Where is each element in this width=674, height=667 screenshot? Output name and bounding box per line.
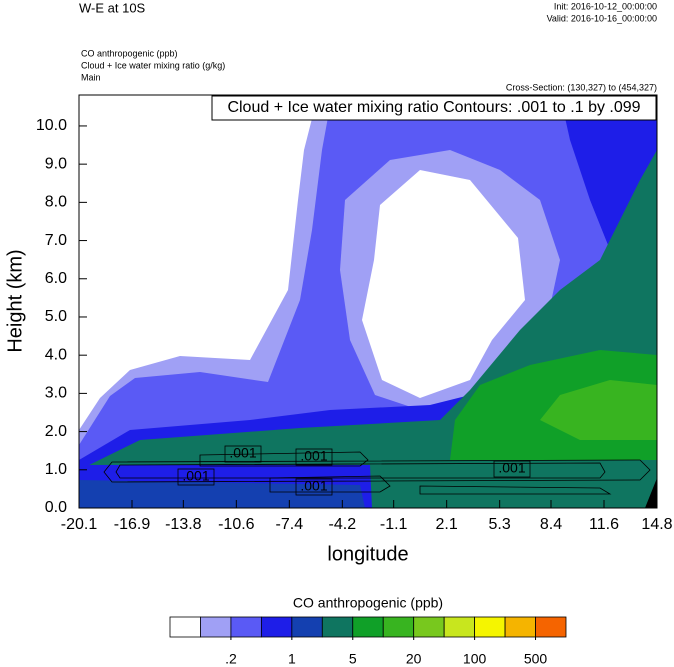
contour-label-box — [224, 445, 262, 463]
y-tick-label: 5.0 — [45, 308, 67, 325]
contour-label-box — [493, 460, 531, 478]
y-tick-label: 6.0 — [45, 270, 67, 287]
colorbar-label: 1 — [288, 651, 296, 667]
colorbar-label: 5 — [349, 651, 357, 667]
colorbar-box — [443, 616, 476, 638]
colorbar-box — [169, 616, 201, 638]
x-tick-label: 2.1 — [436, 516, 458, 533]
contour-label: .001 — [498, 460, 525, 476]
y-tick-label: 9.0 — [45, 155, 67, 172]
contour-label: .001 — [300, 448, 327, 464]
colorbar-box — [260, 616, 293, 638]
colorbar-label: 500 — [524, 651, 548, 667]
contour-label-box — [177, 468, 215, 486]
contour-lines — [103, 451, 651, 495]
x-tick-label: -13.8 — [165, 516, 202, 533]
chart-title: W-E at 10S — [79, 0, 146, 15]
colorbar-box — [382, 616, 415, 638]
colorbar-title: CO anthropogenic (ppb) — [293, 595, 443, 611]
colorbar-box — [321, 616, 354, 638]
colorbar-box — [291, 616, 323, 638]
x-tick-label: -10.6 — [218, 516, 255, 533]
colorbar-box — [413, 616, 445, 638]
colorbar-box — [535, 616, 567, 638]
contour-label: .001 — [300, 478, 327, 494]
y-tick-label: 0.0 — [45, 499, 67, 516]
colorbar-box — [352, 616, 384, 638]
x-tick-label: -1.1 — [380, 516, 408, 533]
x-tick-label: 8.4 — [540, 516, 562, 533]
valid-time: Valid: 2016-10-16_00:00:00 — [547, 13, 657, 23]
field-name: CO anthropogenic (ppb) — [81, 48, 178, 58]
colorbar-box — [230, 616, 262, 638]
x-tick-label: -7.4 — [276, 516, 304, 533]
contour-label: .001 — [229, 445, 256, 461]
colorbar-box — [200, 616, 232, 638]
x-tick-label: -20.1 — [61, 516, 98, 533]
x-tick-label: -16.9 — [114, 516, 151, 533]
init-time: Init: 2016-10-12_00:00:00 — [554, 1, 657, 11]
contour-label-box — [295, 448, 333, 466]
contour-label-box — [295, 478, 333, 496]
info-box — [211, 95, 657, 121]
colorbar-box — [504, 616, 536, 638]
y-tick-label: 8.0 — [45, 194, 67, 211]
y-tick-label: 10.0 — [36, 117, 67, 134]
y-tick-label: 3.0 — [45, 385, 67, 402]
plot-frame — [78, 94, 658, 509]
y-axis-title: Height (km) — [4, 249, 26, 352]
colorbar-box — [474, 616, 506, 638]
x-tick-label: 11.6 — [589, 516, 619, 533]
x-tick-label: -4.2 — [329, 516, 357, 533]
colorbar-label: .2 — [225, 651, 237, 667]
y-tick-label: 7.0 — [45, 232, 67, 249]
contour-label: .001 — [182, 468, 209, 484]
x-tick-label: 5.3 — [489, 516, 511, 533]
contour-info: Cloud + Ice water mixing ratio Contours:… — [227, 99, 640, 116]
cross-section: Cross-Section: (130,327) to (454,327) — [506, 82, 657, 92]
colorbar-label: 20 — [406, 651, 422, 667]
y-tick-label: 1.0 — [45, 461, 67, 478]
colorbar-label: 100 — [463, 651, 487, 667]
x-tick-label: 14.8 — [641, 516, 672, 533]
field-name: Main — [81, 72, 101, 82]
y-tick-label: 4.0 — [45, 346, 67, 363]
contour-fill — [79, 95, 657, 508]
x-axis-title: longitude — [327, 543, 408, 565]
field-name: Cloud + Ice water mixing ratio (g/kg) — [81, 60, 225, 70]
y-tick-label: 2.0 — [45, 423, 67, 440]
